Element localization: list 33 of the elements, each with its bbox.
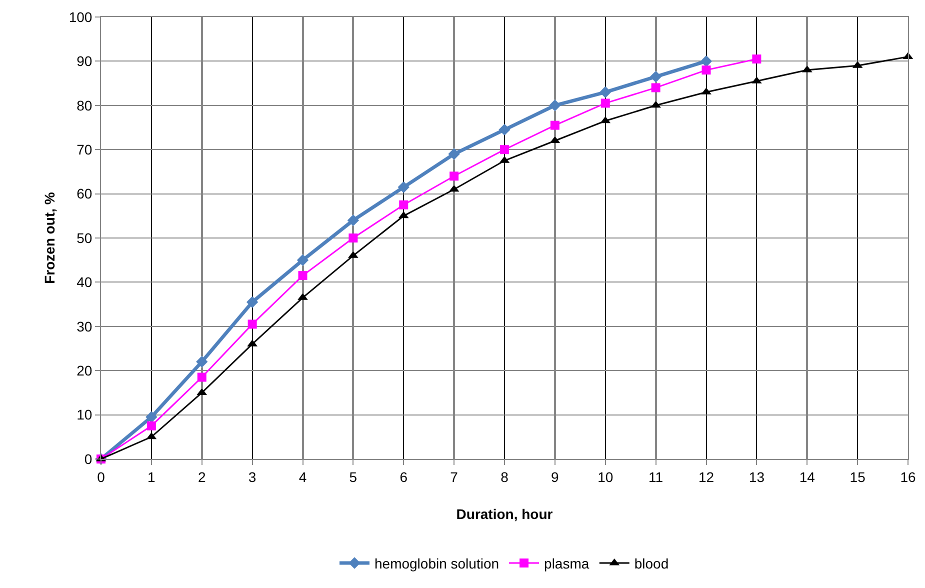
x-tick-label: 3 bbox=[248, 468, 256, 485]
x-tick-label: 13 bbox=[748, 468, 765, 485]
legend-label: plasma bbox=[544, 555, 590, 572]
x-tick-label: 10 bbox=[598, 468, 614, 485]
y-tick-label: 90 bbox=[76, 53, 92, 70]
x-tick-label: 14 bbox=[799, 468, 816, 485]
x-tick-label: 15 bbox=[850, 468, 866, 485]
x-tick-label: 6 bbox=[400, 468, 408, 485]
legend-label: blood bbox=[634, 555, 669, 572]
y-axis-title: Frozen out, % bbox=[41, 192, 58, 284]
x-axis-title: Duration, hour bbox=[456, 506, 554, 522]
y-tick-label: 20 bbox=[76, 362, 92, 378]
x-tick-label: 5 bbox=[349, 468, 358, 485]
x-tick-label: 1 bbox=[148, 468, 156, 485]
x-tick-label: 2 bbox=[198, 468, 206, 485]
y-tick-label: 10 bbox=[76, 406, 92, 423]
x-tick-label: 0 bbox=[97, 468, 106, 485]
legend-label: hemoglobin solution bbox=[374, 555, 500, 572]
y-tick-label: 80 bbox=[76, 97, 92, 114]
y-tick-label: 40 bbox=[76, 274, 92, 290]
x-tick-label: 16 bbox=[900, 468, 916, 485]
y-tick-label: 60 bbox=[76, 186, 92, 202]
y-tick-label: 100 bbox=[68, 8, 92, 25]
x-tick-label: 9 bbox=[551, 468, 560, 485]
x-tick-label: 12 bbox=[698, 468, 714, 485]
x-tick-label: 11 bbox=[648, 468, 664, 485]
y-tick-label: 30 bbox=[76, 318, 92, 334]
y-tick-label: 70 bbox=[76, 142, 92, 158]
y-tick-label: 0 bbox=[84, 450, 92, 467]
y-tick-label: 50 bbox=[76, 230, 92, 246]
x-tick-label: 7 bbox=[450, 468, 458, 485]
x-tick-label: 8 bbox=[500, 468, 509, 485]
x-tick-label: 4 bbox=[298, 468, 307, 485]
